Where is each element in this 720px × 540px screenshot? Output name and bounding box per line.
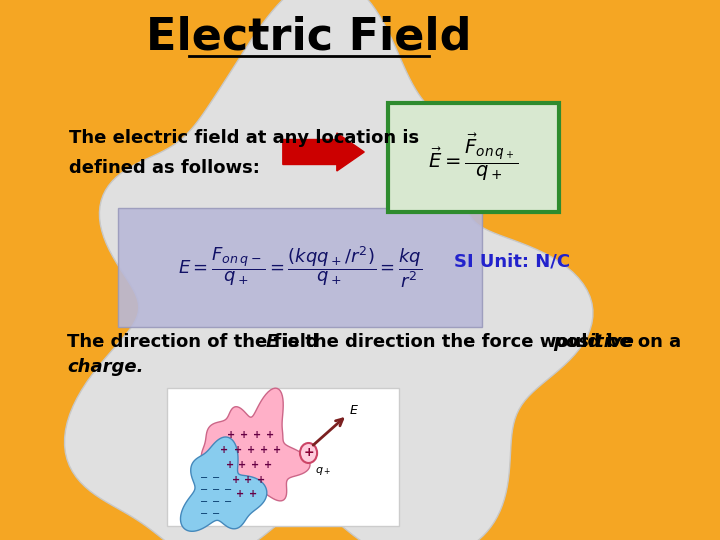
Text: positive: positive: [554, 333, 634, 351]
Text: +: +: [236, 489, 244, 499]
Text: defined as follows:: defined as follows:: [68, 159, 259, 177]
Text: −: −: [200, 473, 208, 483]
FancyBboxPatch shape: [388, 103, 559, 212]
Text: −: −: [212, 473, 220, 483]
FancyArrow shape: [283, 133, 364, 171]
Text: SI Unit: N/C: SI Unit: N/C: [454, 253, 570, 271]
Text: $E = \dfrac{F_{on\,q-}}{q_+} = \dfrac{(kqq_+/r^2)}{q_+} = \dfrac{kq}{r^2}$: $E = \dfrac{F_{on\,q-}}{q_+} = \dfrac{(k…: [178, 245, 422, 291]
Text: +: +: [264, 460, 272, 470]
Text: −: −: [212, 485, 220, 495]
Text: The direction of the field: The direction of the field: [67, 333, 325, 351]
Text: E: E: [266, 333, 278, 351]
Text: +: +: [225, 460, 234, 470]
Text: +: +: [253, 430, 261, 440]
Circle shape: [300, 443, 317, 463]
Text: is the direction the force would be on a: is the direction the force would be on a: [276, 333, 688, 351]
Text: +: +: [240, 430, 248, 440]
Text: +: +: [303, 447, 314, 460]
Text: −: −: [212, 497, 220, 507]
Text: +: +: [273, 445, 281, 455]
Text: +: +: [266, 430, 274, 440]
Text: +: +: [228, 430, 235, 440]
Text: −: −: [224, 497, 232, 507]
Text: charge.: charge.: [67, 358, 143, 376]
Text: +: +: [234, 445, 243, 455]
Text: −: −: [200, 509, 208, 519]
Text: $\vec{E} = \dfrac{\vec{F}_{on\,q_+}}{q_+}$: $\vec{E} = \dfrac{\vec{F}_{on\,q_+}}{q_+…: [428, 132, 518, 183]
FancyBboxPatch shape: [118, 208, 482, 327]
Text: +: +: [257, 475, 266, 485]
Text: E: E: [350, 404, 358, 417]
Text: +: +: [247, 445, 255, 455]
Text: The electric field at any location is: The electric field at any location is: [68, 129, 419, 147]
Text: +: +: [260, 445, 268, 455]
Text: +: +: [249, 489, 257, 499]
FancyBboxPatch shape: [167, 388, 399, 526]
Polygon shape: [65, 0, 593, 540]
Polygon shape: [181, 437, 267, 531]
Text: Electric Field: Electric Field: [145, 16, 472, 58]
Text: +: +: [251, 460, 259, 470]
Text: −: −: [224, 485, 232, 495]
Text: +: +: [245, 475, 253, 485]
Text: −: −: [200, 485, 208, 495]
Polygon shape: [202, 388, 310, 515]
Text: +: +: [238, 460, 247, 470]
Text: −: −: [200, 497, 208, 507]
Text: $q_+$: $q_+$: [315, 465, 332, 477]
Text: +: +: [220, 445, 229, 455]
Text: +: +: [232, 475, 240, 485]
Text: −: −: [212, 509, 220, 519]
